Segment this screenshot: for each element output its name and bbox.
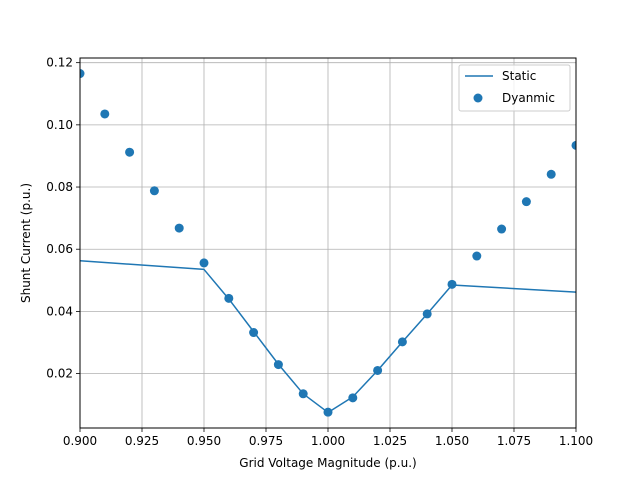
series-dynamic-point <box>80 69 85 79</box>
x-tick-label: 1.075 <box>497 434 531 448</box>
x-tick-label: 1.025 <box>373 434 407 448</box>
x-tick-label: 1.050 <box>435 434 469 448</box>
series-dynamic-point <box>447 279 457 289</box>
series-dynamic-point <box>472 251 482 261</box>
series-dynamic-point <box>571 140 576 150</box>
x-tick-label: 0.900 <box>63 434 97 448</box>
y-tick-label: 0.02 <box>46 367 73 381</box>
series-dynamic-point <box>373 365 383 375</box>
series-dynamic-point <box>397 337 407 347</box>
x-tick-label: 0.950 <box>187 434 221 448</box>
x-tick-label: 0.925 <box>125 434 159 448</box>
series-dynamic-point <box>174 223 184 233</box>
series-dynamic-point <box>100 109 110 119</box>
series-dynamic-point <box>348 393 358 403</box>
series-dynamic-point <box>497 224 507 234</box>
series-dynamic-point <box>422 309 432 319</box>
series-dynamic-point <box>199 258 209 268</box>
legend: Static Dyanmic <box>458 64 571 112</box>
series-dynamic-point <box>125 147 135 157</box>
grid-lines <box>79 58 577 428</box>
x-tick-label: 1.000 <box>311 434 345 448</box>
axis-ticks: 0.900 0.925 0.950 0.975 1.000 1.025 1.050 1.075… <box>46 56 593 448</box>
y-axis-label: Shunt Current (p.u.) <box>19 183 33 303</box>
series-dynamic-point <box>224 293 234 303</box>
series-dynamic-point <box>546 169 556 179</box>
series-dynamic-point <box>521 197 531 207</box>
y-tick-label: 0.06 <box>46 242 73 256</box>
y-tick-label: 0.08 <box>46 180 73 194</box>
x-axis-label: Grid Voltage Magnitude (p.u.) <box>239 456 416 470</box>
series-dynamic-point <box>249 328 259 338</box>
legend-static-label: Static <box>502 69 536 83</box>
x-tick-label: 1.100 <box>559 434 593 448</box>
series-dynamic-point <box>298 389 308 399</box>
y-tick-label: 0.04 <box>46 304 73 318</box>
series-dynamic-point <box>323 407 333 417</box>
series-dynamic-point <box>149 186 159 196</box>
legend-dynamic-label: Dyanmic <box>502 91 555 105</box>
x-tick-label: 0.975 <box>249 434 283 448</box>
y-tick-label: 0.12 <box>46 56 73 70</box>
series-layer <box>80 69 576 417</box>
series-dynamic-point <box>273 360 283 370</box>
y-tick-label: 0.10 <box>46 118 73 132</box>
legend-dynamic-swatch <box>473 93 483 103</box>
